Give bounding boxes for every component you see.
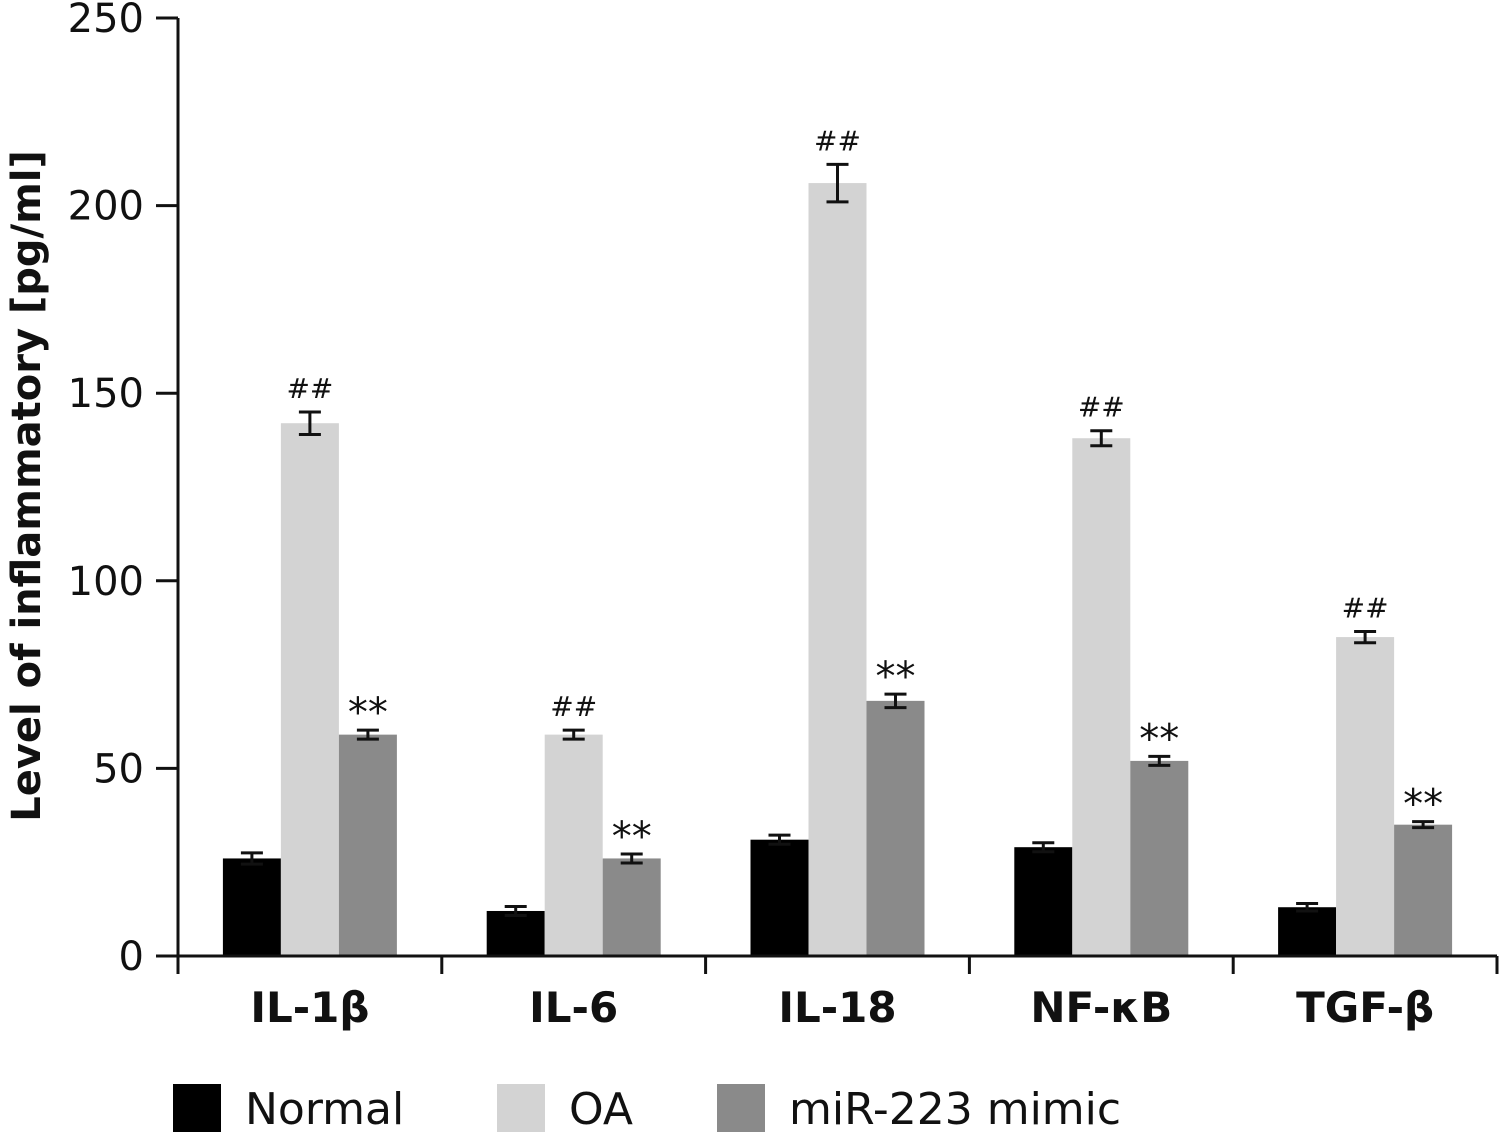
- y-tick-label: 150: [68, 371, 144, 417]
- error-bars-layer: [240, 162, 1435, 917]
- axes-layer: 0 50 100 150 200 250 IL-1β IL-6 IL-18 NF-κB TGF-β: [68, 0, 1499, 1032]
- error-bar: [1354, 629, 1377, 645]
- error-bar: [1412, 820, 1435, 830]
- legend-item: Normal: [173, 1084, 404, 1134]
- significance-layer: ## ** ## ** ## ** ## ** ## **: [286, 124, 1443, 860]
- error-bar: [768, 833, 791, 846]
- bar: [808, 183, 867, 956]
- error-bar: [562, 728, 585, 741]
- bar: [486, 910, 545, 956]
- bar: [1394, 824, 1453, 956]
- legend-item: miR-223 mimic: [717, 1084, 1121, 1134]
- y-tick-label: 50: [93, 746, 144, 792]
- error-bar: [620, 852, 643, 865]
- error-bar: [1032, 841, 1055, 854]
- y-axis-title: Level of inflammatory [pg/ml]: [4, 150, 50, 822]
- x-tick-label: IL-6: [529, 983, 618, 1032]
- y-tick-label: 100: [68, 559, 144, 605]
- legend-swatch: [717, 1084, 765, 1132]
- x-tick-label: IL-18: [778, 983, 896, 1032]
- error-bar: [1148, 754, 1171, 767]
- error-bar: [356, 728, 379, 741]
- legend: Normal OA miR-223 mimic: [173, 1084, 1121, 1134]
- bar: [1130, 760, 1189, 956]
- significance-label: **: [612, 814, 652, 860]
- legend-item: OA: [497, 1084, 633, 1134]
- legend-label: Normal: [245, 1084, 404, 1134]
- significance-label: **: [1139, 716, 1179, 762]
- significance-label: **: [348, 690, 388, 736]
- bar: [866, 700, 925, 956]
- x-tick-label: IL-1β: [250, 983, 369, 1032]
- error-bar: [298, 410, 321, 436]
- legend-label: miR-223 mimic: [789, 1084, 1121, 1134]
- significance-label: **: [1403, 782, 1443, 828]
- significance-label: ##: [286, 372, 333, 405]
- significance-label: ##: [550, 690, 597, 723]
- legend-swatch: [173, 1084, 221, 1132]
- error-bar: [826, 162, 849, 204]
- bar: [280, 423, 339, 956]
- significance-label: **: [876, 654, 916, 700]
- error-bar: [240, 851, 263, 866]
- bar: [1072, 438, 1131, 956]
- bar: [222, 858, 281, 956]
- x-tick-label: NF-κB: [1030, 983, 1172, 1032]
- y-tick-label: 0: [119, 934, 144, 980]
- error-bar: [504, 904, 527, 917]
- error-bar: [1296, 901, 1319, 913]
- bars-layer: [222, 183, 1453, 956]
- bar: [1336, 637, 1395, 956]
- bar: [338, 734, 397, 956]
- bar: [1278, 907, 1337, 956]
- legend-swatch: [497, 1084, 545, 1132]
- error-bar: [1090, 429, 1113, 448]
- bar: [1014, 847, 1073, 956]
- bar: [602, 858, 661, 956]
- bar: [544, 734, 603, 956]
- x-tick-label: TGF-β: [1296, 983, 1434, 1032]
- significance-label: ##: [1078, 391, 1125, 424]
- y-tick-label: 250: [68, 0, 144, 42]
- y-tick-label: 200: [68, 184, 144, 230]
- legend-label: OA: [569, 1084, 633, 1134]
- significance-label: ##: [814, 124, 861, 157]
- bar: [750, 839, 809, 956]
- significance-label: ##: [1342, 591, 1389, 624]
- error-bar: [884, 692, 907, 710]
